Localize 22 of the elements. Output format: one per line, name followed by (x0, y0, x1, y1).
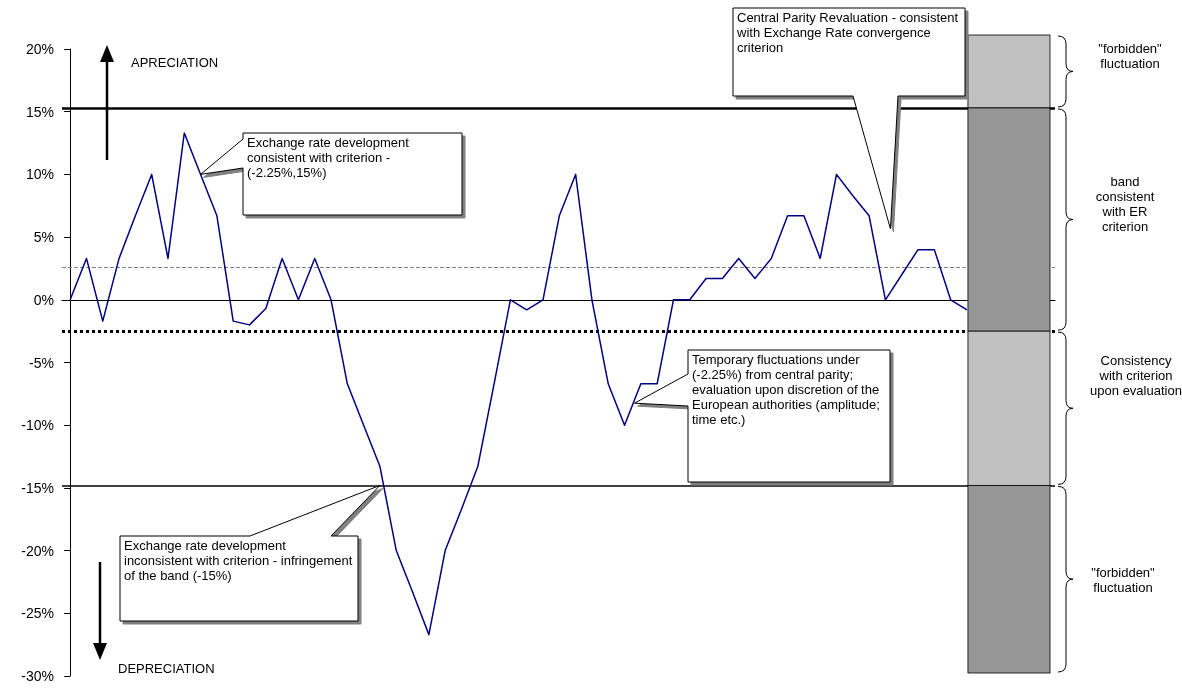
annotation: Central Parity Revaluation - consistent with Exchange Rate convergence criterion (737, 10, 960, 55)
line-series (69, 132, 968, 636)
y-tick-label: 10% (25, 166, 54, 183)
text: "forbidden" fluctuation (1090, 565, 1156, 596)
y-tick-label: -20% (21, 542, 54, 559)
y-tick-label: 15% (25, 103, 54, 120)
y-tick-label: 20% (25, 41, 54, 57)
annotation: Exchange rate development inconsistent with criterion - infringement of the band (-15%) (124, 538, 354, 583)
text: Consistency with criterion upon evaluation (1090, 353, 1182, 399)
annotation: DEPRECIATION (118, 661, 215, 676)
y-tick-label: 5% (33, 229, 54, 246)
annotation: Temporary fluctuations under (-2.25%) from central parity; evaluation upon discretion of the European authorities (amplitude; time etc.) (692, 352, 881, 427)
annotation: APRECIATION (131, 55, 219, 70)
y-tick-label: -25% (21, 605, 54, 622)
y-tick-label: -15% (21, 479, 54, 496)
y-tick-label: -30% (21, 668, 54, 684)
annotation: Exchange rate development consistent with criterion - (-2.25%,15%) (247, 135, 410, 180)
y-tick-label: -10% (21, 417, 54, 434)
y-tick-label: -5% (29, 354, 54, 371)
y-tick-label: 0% (33, 291, 54, 308)
text: "forbidden" fluctuation (1097, 41, 1163, 71)
text: band consistent with ER criterion (1094, 174, 1156, 235)
